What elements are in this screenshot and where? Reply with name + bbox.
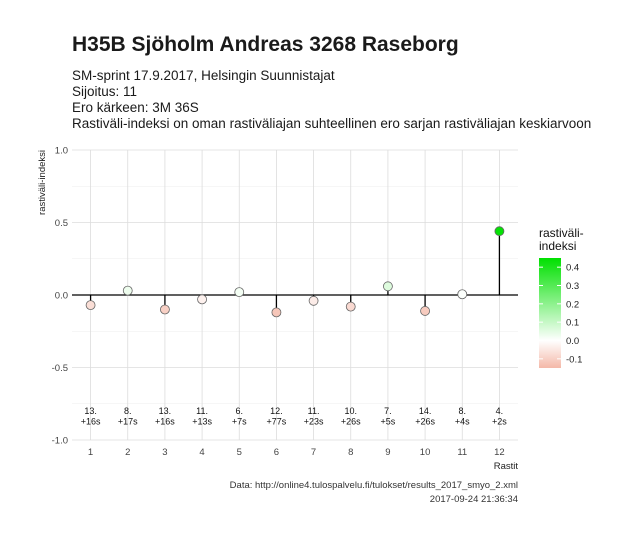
x-tick-label: 3 bbox=[162, 447, 167, 458]
subtitle-description: Rastiväli-indeksi on oman rastiväliajan … bbox=[72, 116, 592, 131]
point-label: 13. +16s bbox=[81, 406, 101, 427]
data-point bbox=[420, 306, 430, 316]
x-tick-label: 10 bbox=[420, 447, 431, 458]
legend-tick-label: 0.2 bbox=[566, 299, 579, 310]
y-tick-label: -1.0 bbox=[52, 436, 68, 447]
subtitle-gap: Ero kärkeen: 3M 36S bbox=[72, 100, 199, 115]
legend-colorbar bbox=[539, 258, 561, 368]
legend: rastiväli-indeksi 0.4 0.3 0.2 0.1 0.0 -0.1 bbox=[539, 226, 584, 368]
data-point bbox=[234, 287, 245, 298]
data-point bbox=[494, 226, 505, 237]
data-point bbox=[122, 285, 133, 296]
x-tick-label: 11 bbox=[457, 447, 467, 458]
y-tick-label: 0.0 bbox=[55, 291, 68, 302]
data-point bbox=[457, 289, 468, 300]
caption-source: Data: http://online4.tulospalvelu.fi/tul… bbox=[229, 480, 518, 491]
legend-tick-label: 0.0 bbox=[566, 336, 579, 347]
x-tick-label: 6 bbox=[274, 447, 279, 458]
legend-tick-label: 0.4 bbox=[566, 263, 579, 274]
point-label: 11. +13s bbox=[192, 406, 212, 427]
point-label: 8. +17s bbox=[118, 406, 138, 427]
data-point bbox=[197, 294, 207, 305]
x-tick-label: 8 bbox=[348, 447, 353, 458]
x-tick-label: 5 bbox=[237, 447, 242, 458]
point-label: 8. +4s bbox=[455, 406, 470, 427]
x-tick-label: 4 bbox=[199, 447, 204, 458]
x-tick-label: 1 bbox=[88, 447, 93, 458]
point-label: 13. +16s bbox=[155, 406, 175, 427]
x-axis-title: Rastit bbox=[494, 461, 519, 472]
legend-tick-label: 0.1 bbox=[566, 318, 579, 329]
points bbox=[85, 226, 505, 318]
data-point bbox=[308, 295, 319, 306]
point-label: 10. +26s bbox=[341, 406, 361, 427]
chart-title: H35B Sjöholm Andreas 3268 Raseborg bbox=[72, 33, 459, 56]
point-label: 7. +5s bbox=[381, 406, 396, 427]
y-axis-title: rastiväli-indeksi bbox=[37, 150, 48, 215]
x-tick-label: 12 bbox=[494, 447, 505, 458]
x-tick-label: 2 bbox=[125, 447, 130, 458]
caption-timestamp: 2017-09-24 21:36:34 bbox=[429, 494, 518, 505]
data-point bbox=[345, 301, 356, 312]
data-point bbox=[383, 281, 393, 292]
stems bbox=[89, 231, 501, 313]
point-label: 4. +2s bbox=[492, 406, 507, 427]
data-point bbox=[160, 304, 170, 315]
legend-tick-label: 0.3 bbox=[566, 281, 579, 292]
point-label: 14. +26s bbox=[415, 406, 435, 427]
point-label: 11. +23s bbox=[304, 406, 324, 427]
legend-title: rastiväli-indeksi bbox=[539, 226, 584, 253]
point-label: 6. +7s bbox=[232, 406, 247, 427]
axes: -1.0-0.50.00.51.01 2 3 4 5 6 7 8 9 10 11 12Rastitra… bbox=[37, 146, 518, 473]
subtitle-event: SM-sprint 17.9.2017, Helsingin Suunnista… bbox=[72, 68, 335, 83]
point-label: 12. +77s bbox=[267, 406, 287, 427]
legend-tick-label: -0.1 bbox=[566, 354, 582, 365]
point-labels: 13. +16s 8. +17s 13. +16s 11. +13s 6. +7s 12. +77s 1… bbox=[81, 406, 508, 427]
x-tick-label: 9 bbox=[385, 447, 390, 458]
data-point bbox=[271, 307, 282, 318]
subtitle-placement: Sijoitus: 11 bbox=[72, 84, 138, 99]
y-tick-label: 1.0 bbox=[55, 146, 68, 157]
data-point bbox=[85, 300, 96, 311]
y-tick-label: -0.5 bbox=[52, 363, 68, 374]
y-tick-label: 0.5 bbox=[55, 218, 68, 229]
x-tick-label: 7 bbox=[311, 447, 316, 458]
